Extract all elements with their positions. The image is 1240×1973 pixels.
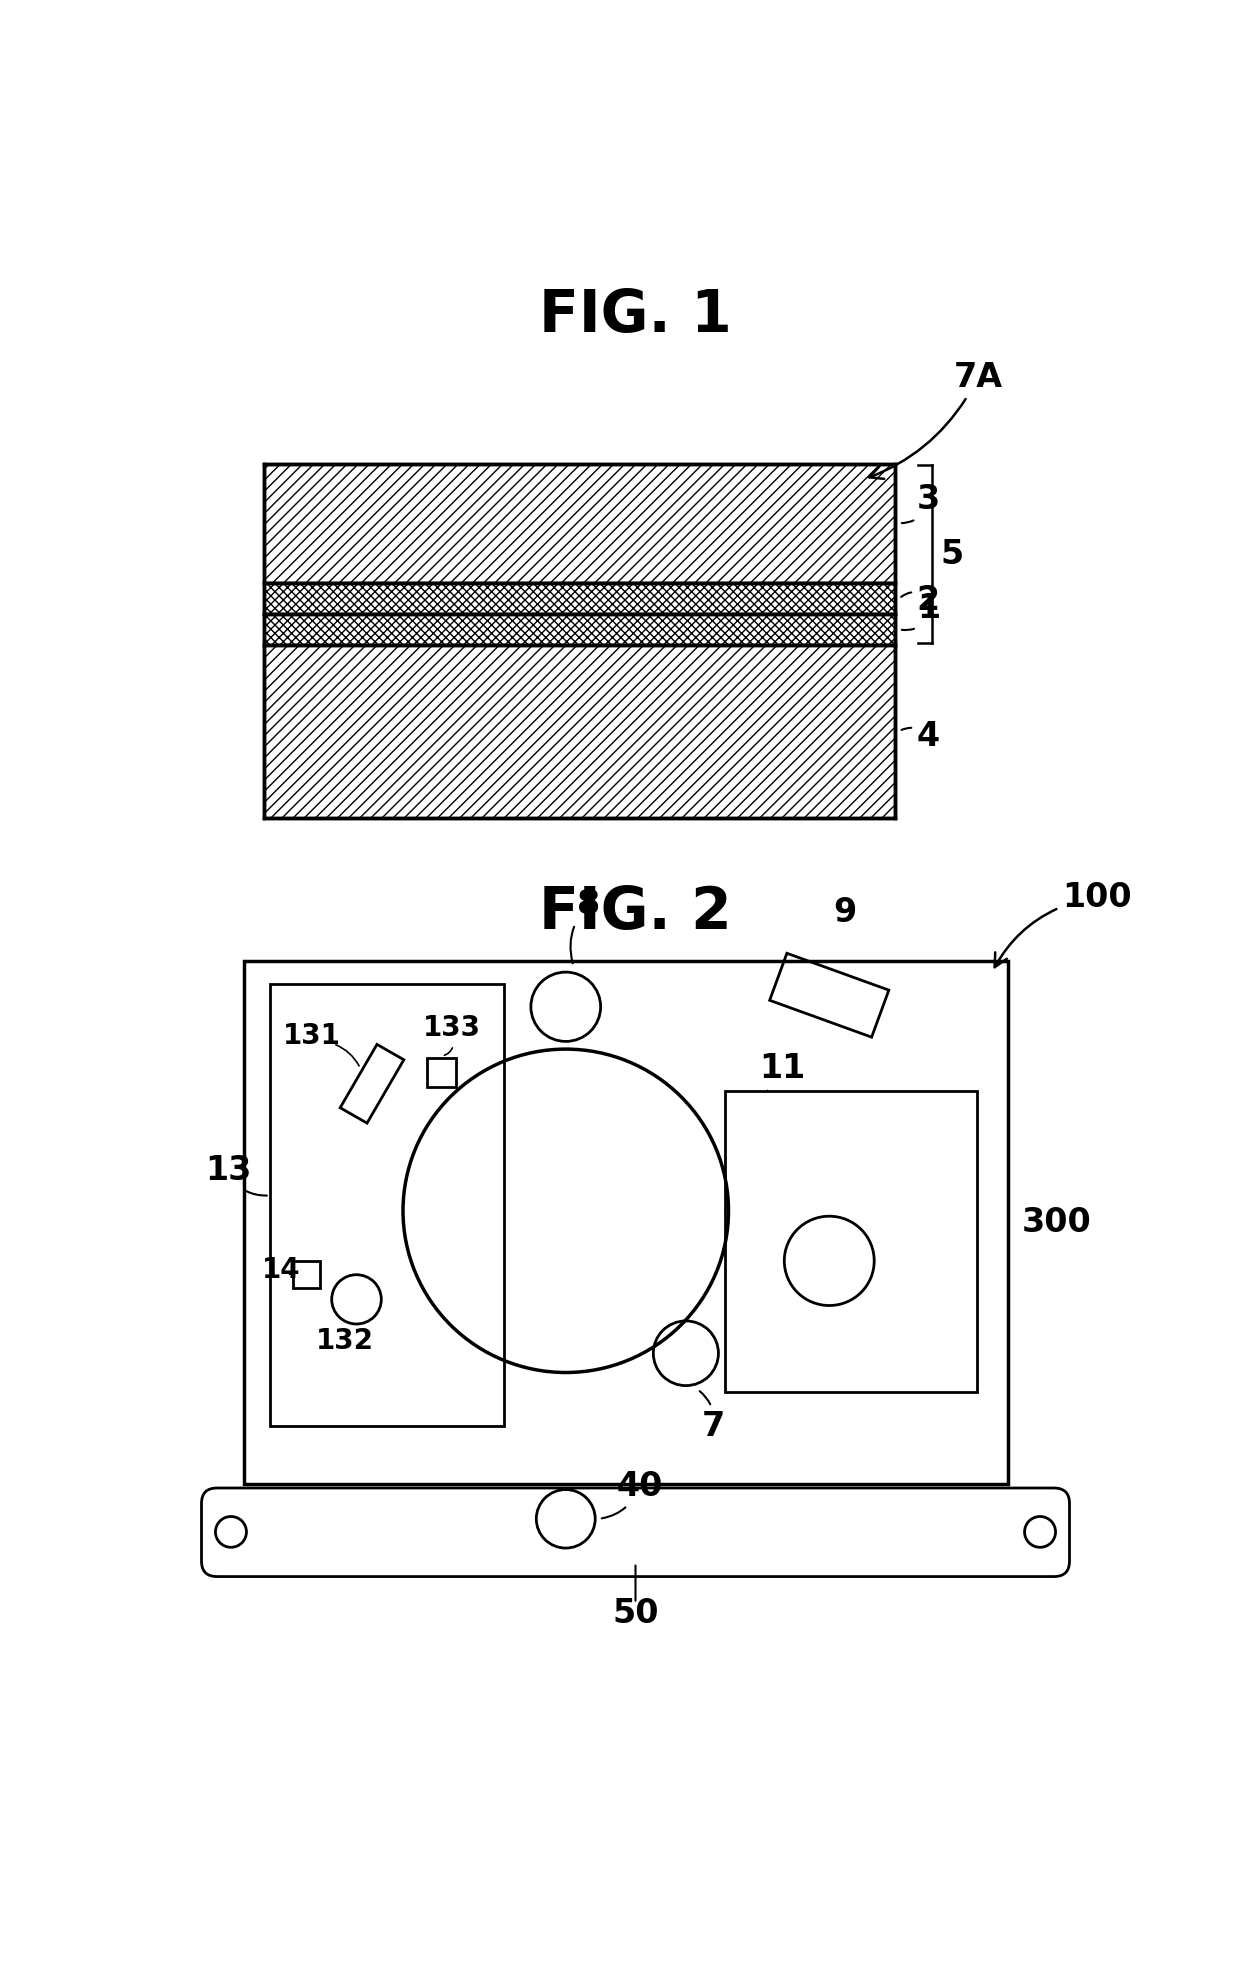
Text: 3: 3 (901, 483, 940, 523)
Text: 133: 133 (423, 1014, 480, 1042)
Text: 5: 5 (940, 537, 963, 570)
Text: 300: 300 (1022, 1206, 1091, 1239)
Text: 132: 132 (316, 1328, 374, 1355)
Text: 14: 14 (262, 1257, 300, 1284)
Bar (263, 584, 895, 614)
Bar (427, 1058, 456, 1087)
Bar (263, 645, 895, 819)
Text: 50: 50 (613, 1596, 658, 1630)
Text: 11: 11 (759, 1052, 806, 1085)
Bar (340, 1044, 404, 1123)
Text: 7: 7 (699, 1391, 724, 1442)
Text: 4: 4 (901, 720, 940, 754)
Text: FIG. 1: FIG. 1 (539, 286, 732, 343)
Text: 131: 131 (283, 1022, 341, 1050)
Bar (724, 1091, 977, 1391)
Text: 1: 1 (901, 592, 940, 629)
Bar (263, 614, 895, 645)
Text: 100: 100 (994, 880, 1131, 967)
Text: 7A: 7A (869, 361, 1002, 479)
Text: 2: 2 (901, 584, 940, 618)
Text: 8: 8 (570, 888, 600, 963)
Text: 13: 13 (206, 1154, 267, 1196)
Bar (770, 953, 889, 1038)
Bar (270, 985, 503, 1426)
Text: FIG. 2: FIG. 2 (539, 884, 732, 941)
Text: 40: 40 (601, 1470, 662, 1519)
Bar (263, 464, 895, 584)
Text: 9: 9 (833, 896, 857, 929)
Bar (244, 961, 1007, 1484)
Bar (293, 1261, 320, 1288)
